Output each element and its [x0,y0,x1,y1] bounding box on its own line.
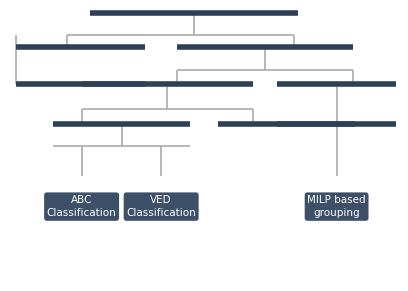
Text: MILP based
grouping: MILP based grouping [307,195,366,218]
Text: ABC
Classification: ABC Classification [47,195,116,218]
Text: VED
Classification: VED Classification [126,195,196,218]
